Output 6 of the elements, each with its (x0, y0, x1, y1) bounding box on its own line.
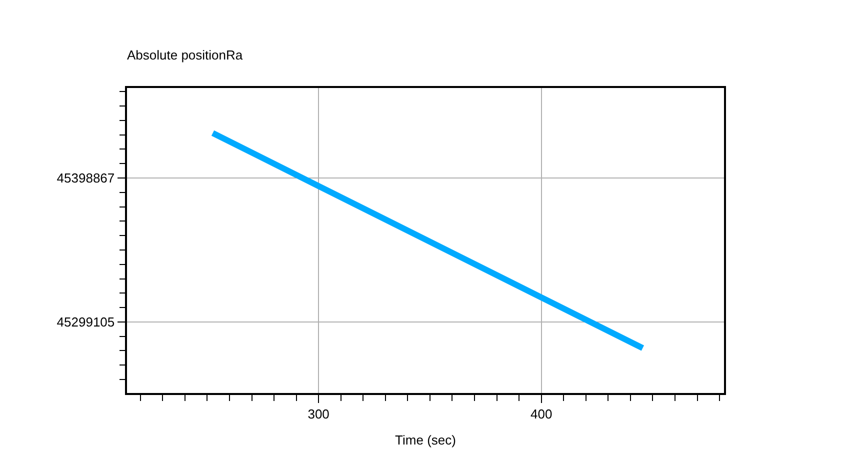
x-tick-label: 400 (530, 406, 552, 422)
chart-title: Absolute positionRa (127, 48, 244, 63)
y-tick-label: 45299105 (56, 314, 115, 330)
y-tick-label: 45398867 (56, 170, 115, 186)
x-axis-title: Time (sec) (395, 432, 456, 448)
x-tick-label: 300 (308, 406, 330, 422)
